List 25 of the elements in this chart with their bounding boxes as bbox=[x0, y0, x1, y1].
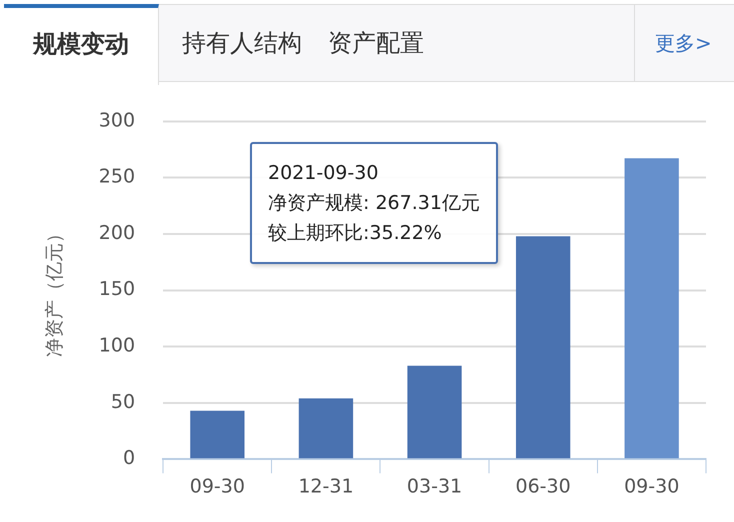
y-tick-label: 250 bbox=[98, 166, 136, 188]
x-tick-label: 12-31 bbox=[298, 476, 354, 498]
bar bbox=[516, 236, 570, 458]
y-tick-label: 300 bbox=[98, 109, 136, 132]
y-tick-label: 200 bbox=[98, 222, 136, 244]
bar bbox=[298, 398, 354, 458]
annotation: 较上期环比:35.22% bbox=[268, 221, 443, 246]
x-tick-label: 09-30 bbox=[190, 476, 245, 498]
y-axis-title: 净资产（亿元） bbox=[43, 224, 66, 357]
annotation: 2021-09-30 bbox=[268, 161, 380, 186]
text: 资产配置 bbox=[328, 28, 424, 59]
annotation: 净资产规模: 267.31亿元 bbox=[268, 191, 480, 216]
x-tick-label: 03-31 bbox=[406, 476, 462, 498]
y-tick-label: 150 bbox=[98, 278, 136, 300]
y-tick-label: 100 bbox=[98, 334, 136, 357]
bar bbox=[624, 158, 679, 458]
x-tick-label: 06-30 bbox=[516, 476, 571, 498]
chart-title: 规模变动 bbox=[4, 4, 159, 85]
text: 更多> bbox=[634, 5, 712, 81]
x-tick-label: 09-30 bbox=[624, 476, 680, 498]
text: 持有人结构 bbox=[182, 28, 302, 59]
y-tick-label: 0 bbox=[122, 447, 136, 470]
y-tick-label: 50 bbox=[110, 390, 136, 413]
bar bbox=[407, 366, 462, 458]
bar bbox=[190, 410, 245, 458]
